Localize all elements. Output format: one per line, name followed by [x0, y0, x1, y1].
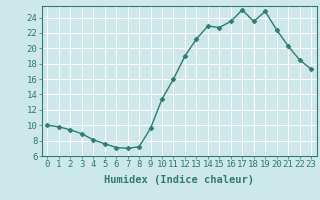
X-axis label: Humidex (Indice chaleur): Humidex (Indice chaleur)	[104, 175, 254, 185]
